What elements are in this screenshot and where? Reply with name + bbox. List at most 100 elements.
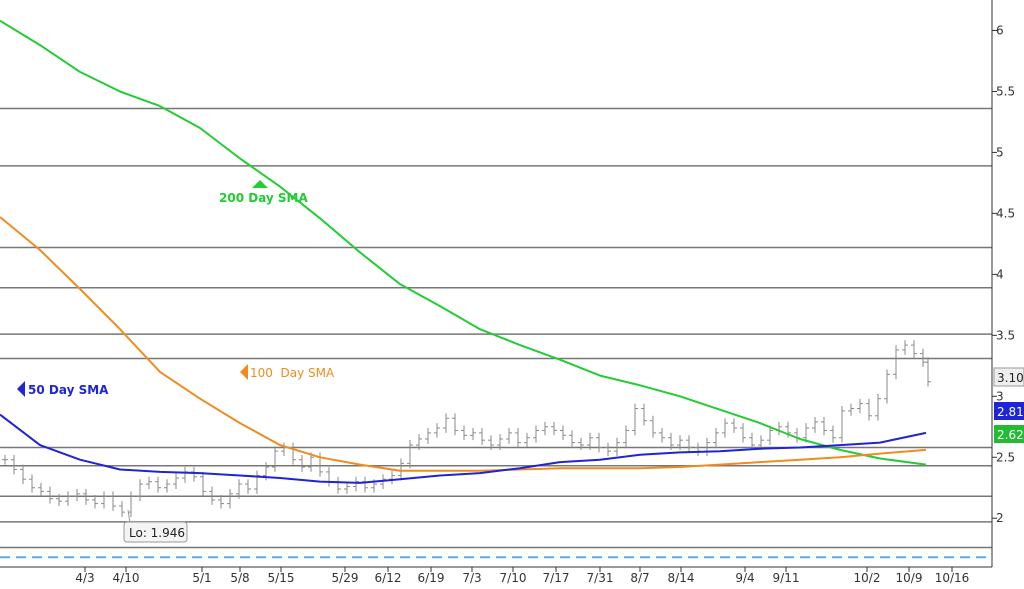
price-bar <box>29 474 35 493</box>
price-bar <box>227 488 233 509</box>
sma50-value-badge-text: 2.81 <box>997 405 1024 419</box>
x-tick-label: 7/17 <box>543 571 570 585</box>
price-bar <box>794 427 800 443</box>
price-bar <box>884 369 890 404</box>
y-axis-ticks: 2 2.5 3 3.5 4 4.5 5 5.5 6 <box>992 23 1015 525</box>
x-tick-label: 10/2 <box>854 571 881 585</box>
price-bar <box>605 442 611 457</box>
sma50-value-badge: 2.81 <box>994 402 1024 420</box>
price-bar <box>857 398 863 414</box>
y-tick-label: 2.5 <box>996 450 1015 464</box>
price-bar <box>182 467 188 483</box>
sma200-value-badge-bg <box>994 425 1024 443</box>
price-bar <box>902 340 908 355</box>
price-bar <box>20 464 26 485</box>
price-bars <box>2 340 931 518</box>
sma50-value-badge-bg <box>994 402 1024 420</box>
price-bar <box>308 452 314 472</box>
price-bar <box>524 432 530 448</box>
sma100-line <box>0 216 927 472</box>
y-tick-label: 3 <box>996 389 1004 403</box>
price-bar <box>650 415 656 438</box>
price-bar <box>812 417 818 433</box>
price-bar <box>443 413 449 433</box>
x-tick-label: 7/31 <box>587 571 614 585</box>
price-bar <box>533 425 539 443</box>
price-bar <box>110 491 116 511</box>
price-bar <box>749 432 755 450</box>
price-bar <box>200 471 206 497</box>
sma200-value-badge: 2.62 <box>994 425 1024 443</box>
price-bar <box>875 393 881 421</box>
horizontal-level-lines <box>0 107 992 559</box>
sma200-value-badge-text: 2.62 <box>997 428 1024 442</box>
price-bar <box>65 491 71 507</box>
price-bar <box>758 435 764 450</box>
price-bar <box>146 476 152 489</box>
x-tick-label: 4/10 <box>113 571 140 585</box>
price-bar <box>641 403 647 426</box>
price-bar <box>2 454 8 465</box>
price-bar <box>137 479 143 502</box>
sma100-label: 100 Day SMA <box>240 364 335 380</box>
last-price-badge-bg <box>993 367 1024 387</box>
price-bar <box>659 427 665 443</box>
price-bar <box>686 435 692 453</box>
price-bar <box>695 442 701 457</box>
price-bar <box>925 357 931 387</box>
sma50-line <box>0 413 927 484</box>
price-bar <box>668 432 674 450</box>
sma200-line <box>0 19 927 466</box>
price-bar <box>506 427 512 444</box>
price-bar <box>299 454 305 472</box>
price-bar <box>47 486 53 504</box>
last-price-badge: 3.10 <box>993 367 1024 387</box>
price-bar <box>848 403 854 416</box>
price-bar <box>560 425 566 441</box>
price-bar <box>803 423 809 443</box>
price-bar <box>290 442 296 465</box>
price-bar <box>551 421 557 436</box>
price-bar <box>38 482 44 497</box>
y-tick-label: 6 <box>996 23 1004 37</box>
price-bar <box>218 495 224 509</box>
price-bar <box>623 425 629 448</box>
x-axis-ticks: 4/3 4/10 5/1 5/8 5/15 5/29 6/12 6/19 7/3 7/10 7/17… <box>75 567 969 585</box>
price-bar <box>209 486 215 505</box>
price-bar <box>632 403 638 436</box>
price-bar <box>677 435 683 450</box>
price-bar <box>191 467 197 482</box>
price-bar <box>893 345 899 380</box>
y-tick-label: 2 <box>996 511 1004 525</box>
low-annotation-box <box>123 521 188 543</box>
sma50-arrow-icon <box>17 381 25 397</box>
price-bar <box>389 470 395 485</box>
price-bar <box>155 476 161 493</box>
x-tick-label: 4/3 <box>75 571 94 585</box>
price-bar <box>776 421 782 436</box>
sma100-label-text: 100 Day SMA <box>250 366 335 380</box>
price-bar <box>452 413 458 436</box>
sma50-label: 50 Day SMA <box>17 381 109 397</box>
price-bar <box>911 340 917 359</box>
price-bar <box>272 446 278 472</box>
price-bar <box>596 432 602 453</box>
price-bar <box>74 488 80 502</box>
sma50-label-text: 50 Day SMA <box>28 383 109 397</box>
price-bar <box>731 418 737 433</box>
price-bar <box>515 427 521 448</box>
price-bar <box>866 398 872 421</box>
price-bar <box>569 430 575 448</box>
x-tick-label: 7/10 <box>500 571 527 585</box>
x-tick-label: 9/4 <box>735 571 754 585</box>
price-bar <box>353 476 359 492</box>
price-bar <box>11 454 17 475</box>
price-bar <box>236 479 242 499</box>
x-tick-label: 9/11 <box>773 571 800 585</box>
x-tick-label: 5/8 <box>230 571 249 585</box>
x-tick-label: 10/16 <box>935 571 970 585</box>
price-bar <box>92 495 98 509</box>
price-bar <box>821 417 827 436</box>
price-bar <box>587 432 593 450</box>
